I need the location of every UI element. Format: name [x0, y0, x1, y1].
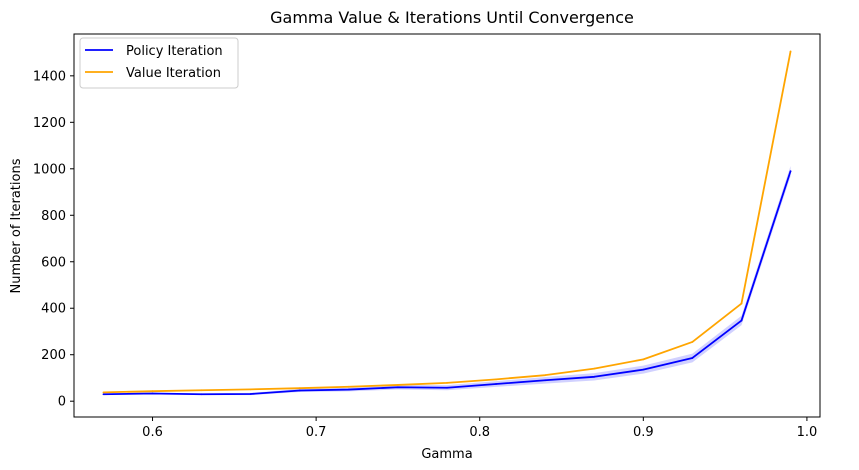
data-point-value-iteration — [691, 341, 694, 343]
data-point-value-iteration — [544, 374, 547, 377]
data-point-policy-iteration — [642, 368, 645, 371]
y-axis-label: Number of Iterations — [9, 158, 24, 293]
data-point-policy-iteration — [102, 393, 105, 396]
x-tick-label: 0.6 — [142, 425, 163, 440]
data-point-policy-iteration — [789, 170, 792, 173]
legend-box — [79, 37, 239, 89]
y-tick-label: 400 — [41, 302, 66, 317]
data-point-value-iteration — [200, 389, 203, 392]
data-point-policy-iteration — [495, 383, 497, 385]
x-tick-label: 0.9 — [633, 425, 654, 440]
data-point-policy-iteration — [298, 389, 301, 392]
data-point-value-iteration — [298, 387, 301, 390]
data-point-policy-iteration — [200, 393, 203, 396]
data-point-value-iteration — [446, 381, 448, 384]
data-point-policy-iteration — [691, 357, 694, 359]
data-point-value-iteration — [347, 385, 350, 388]
x-axis: 0.6 0.7 0.8 0.9 1.0 — [142, 417, 817, 440]
x-tick-label: 0.8 — [469, 425, 490, 440]
y-tick-label: 1400 — [33, 69, 66, 84]
y-tick-label: 1200 — [33, 116, 66, 131]
data-point-value-iteration — [642, 358, 645, 361]
data-point-policy-iteration — [397, 386, 399, 389]
data-point-value-iteration — [151, 390, 154, 393]
legend-label-policy-iteration: Policy Iteration — [126, 44, 223, 59]
data-point-policy-iteration — [593, 375, 596, 378]
series-line-value-iteration — [103, 51, 792, 394]
y-tick-label: 0 — [58, 395, 66, 410]
data-point-value-iteration — [593, 367, 596, 370]
data-point-policy-iteration — [544, 379, 547, 382]
y-tick-label: 200 — [41, 348, 66, 363]
y-tick-label: 1000 — [33, 162, 66, 177]
data-point-policy-iteration — [151, 392, 154, 395]
x-tick-label: 0.7 — [306, 425, 327, 440]
data-point-value-iteration — [495, 378, 497, 381]
data-point-policy-iteration — [740, 319, 743, 322]
data-point-policy-iteration — [446, 386, 448, 389]
data-point-value-iteration — [789, 50, 792, 53]
x-axis-label: Gamma — [421, 447, 472, 462]
legend-label-value-iteration: Value Iteration — [126, 66, 221, 81]
x-tick-label: 1.0 — [797, 425, 818, 440]
data-point-value-iteration — [249, 388, 252, 391]
plot-area — [102, 50, 792, 396]
series-band-policy-iteration — [103, 166, 791, 396]
y-tick-label: 800 — [41, 209, 66, 224]
data-point-value-iteration — [740, 302, 743, 305]
plot-frame — [73, 33, 821, 418]
chart-title: Gamma Value & Iterations Until Convergen… — [270, 8, 634, 27]
data-point-policy-iteration — [347, 388, 350, 391]
y-tick-label: 600 — [41, 255, 66, 270]
data-point-value-iteration — [102, 391, 105, 394]
legend: Policy Iteration Value Iteration — [79, 37, 239, 89]
data-point-policy-iteration — [249, 393, 252, 395]
y-axis: 0 200 400 600 800 1000 1200 1400 — [33, 69, 74, 410]
data-point-value-iteration — [397, 384, 399, 386]
